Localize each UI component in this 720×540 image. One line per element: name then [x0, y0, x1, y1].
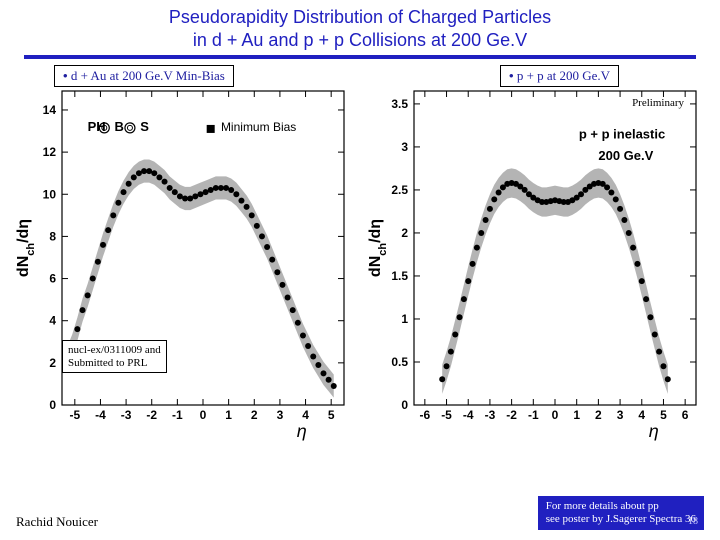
note-l1: nucl-ex/0311009 and	[68, 344, 161, 356]
svg-text:-2: -2	[506, 408, 517, 422]
left-svg: -5-4-3-2-101234502468101214ηdNch/dηPHBSM…	[14, 83, 356, 443]
svg-text:-5: -5	[69, 408, 80, 422]
note-l2: Submitted to PRL	[68, 357, 147, 369]
left-badge: • d + Au at 200 Ge.V Min-Bias	[54, 65, 234, 87]
svg-text:-6: -6	[420, 408, 431, 422]
svg-text:5: 5	[660, 408, 667, 422]
svg-text:B: B	[115, 119, 124, 134]
info-l2: see poster by J.Sagerer Spectra 36	[546, 513, 696, 525]
svg-text:0: 0	[401, 398, 408, 412]
svg-text:6: 6	[49, 272, 56, 286]
svg-text:10: 10	[43, 187, 57, 201]
svg-text:3: 3	[401, 140, 408, 154]
svg-text:1: 1	[401, 312, 408, 326]
svg-text:2: 2	[595, 408, 602, 422]
svg-text:4: 4	[302, 408, 309, 422]
svg-text:3: 3	[277, 408, 284, 422]
svg-text:-4: -4	[95, 408, 106, 422]
svg-text:8: 8	[49, 229, 56, 243]
svg-text:0.5: 0.5	[391, 355, 408, 369]
preliminary-label: Preliminary	[632, 97, 684, 109]
title-line2: in d + Au and p + p Collisions at 200 Ge…	[193, 30, 527, 50]
svg-text:200 Ge.V: 200 Ge.V	[598, 148, 653, 163]
svg-text:dNch/dη: dNch/dη	[15, 219, 37, 277]
right-svg: -6-5-4-3-2-1012345600.511.522.533.5ηdNch…	[366, 83, 708, 443]
svg-text:6: 6	[682, 408, 689, 422]
svg-text:0: 0	[200, 408, 207, 422]
svg-text:PH: PH	[88, 119, 106, 134]
svg-text:-1: -1	[172, 408, 183, 422]
svg-text:2: 2	[401, 226, 408, 240]
svg-text:12: 12	[43, 145, 57, 159]
svg-text:Minimum Bias: Minimum Bias	[221, 120, 296, 134]
svg-text:-5: -5	[441, 408, 452, 422]
svg-text:2.5: 2.5	[391, 183, 408, 197]
info-box: For more details about pp see poster by …	[538, 496, 704, 530]
info-l1: For more details about pp	[546, 500, 659, 512]
svg-text:η: η	[649, 421, 659, 441]
title-line1: Pseudorapidity Distribution of Charged P…	[169, 7, 551, 27]
svg-text:1.5: 1.5	[391, 269, 408, 283]
svg-text:-2: -2	[146, 408, 157, 422]
charts-row: • d + Au at 200 Ge.V Min-Bias -5 -4 -3 -2 -1…	[0, 59, 720, 445]
page-number: 18	[688, 516, 698, 528]
author: Rachid Nouicer	[16, 514, 98, 530]
svg-text:0: 0	[552, 408, 559, 422]
svg-text:-3: -3	[121, 408, 132, 422]
svg-text:3.5: 3.5	[391, 97, 408, 111]
svg-text:dNch/dη: dNch/dη	[367, 219, 389, 277]
svg-text:1: 1	[573, 408, 580, 422]
svg-text:1: 1	[225, 408, 232, 422]
svg-text:-4: -4	[463, 408, 474, 422]
svg-text:3: 3	[617, 408, 624, 422]
svg-text:η: η	[297, 421, 307, 441]
right-chart: • p + p at 200 Ge.V Preliminary -6 -5 -4 -3…	[366, 65, 706, 445]
left-chart: • d + Au at 200 Ge.V Min-Bias -5 -4 -3 -2 -1…	[14, 65, 354, 445]
svg-text:4: 4	[49, 314, 56, 328]
svg-text:4: 4	[638, 408, 645, 422]
svg-text:S: S	[140, 119, 149, 134]
footer: Rachid Nouicer For more details about pp…	[0, 496, 720, 530]
right-badge-text: p + p at 200 Ge.V	[517, 68, 610, 83]
svg-text:-1: -1	[528, 408, 539, 422]
right-badge: • p + p at 200 Ge.V	[500, 65, 619, 87]
left-note: nucl-ex/0311009 and Submitted to PRL	[62, 340, 167, 373]
svg-text:2: 2	[49, 356, 56, 370]
page-title: Pseudorapidity Distribution of Charged P…	[0, 0, 720, 55]
svg-text:2: 2	[251, 408, 258, 422]
left-badge-text: d + Au at 200 Ge.V Min-Bias	[71, 68, 225, 83]
svg-text:p + p inelastic: p + p inelastic	[579, 126, 665, 141]
svg-text:14: 14	[43, 103, 57, 117]
svg-text:5: 5	[328, 408, 335, 422]
svg-text:0: 0	[49, 398, 56, 412]
svg-text:-3: -3	[485, 408, 496, 422]
